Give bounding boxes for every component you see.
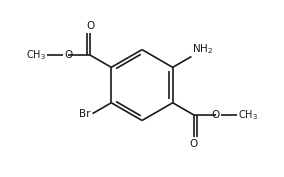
- Text: CH$_3$: CH$_3$: [238, 108, 258, 122]
- Text: O: O: [86, 21, 94, 31]
- Text: O: O: [212, 110, 220, 120]
- Text: CH$_3$: CH$_3$: [26, 48, 46, 62]
- Text: O: O: [64, 50, 72, 60]
- Text: O: O: [190, 139, 198, 149]
- Text: Br: Br: [79, 109, 91, 119]
- Text: NH$_2$: NH$_2$: [193, 42, 214, 56]
